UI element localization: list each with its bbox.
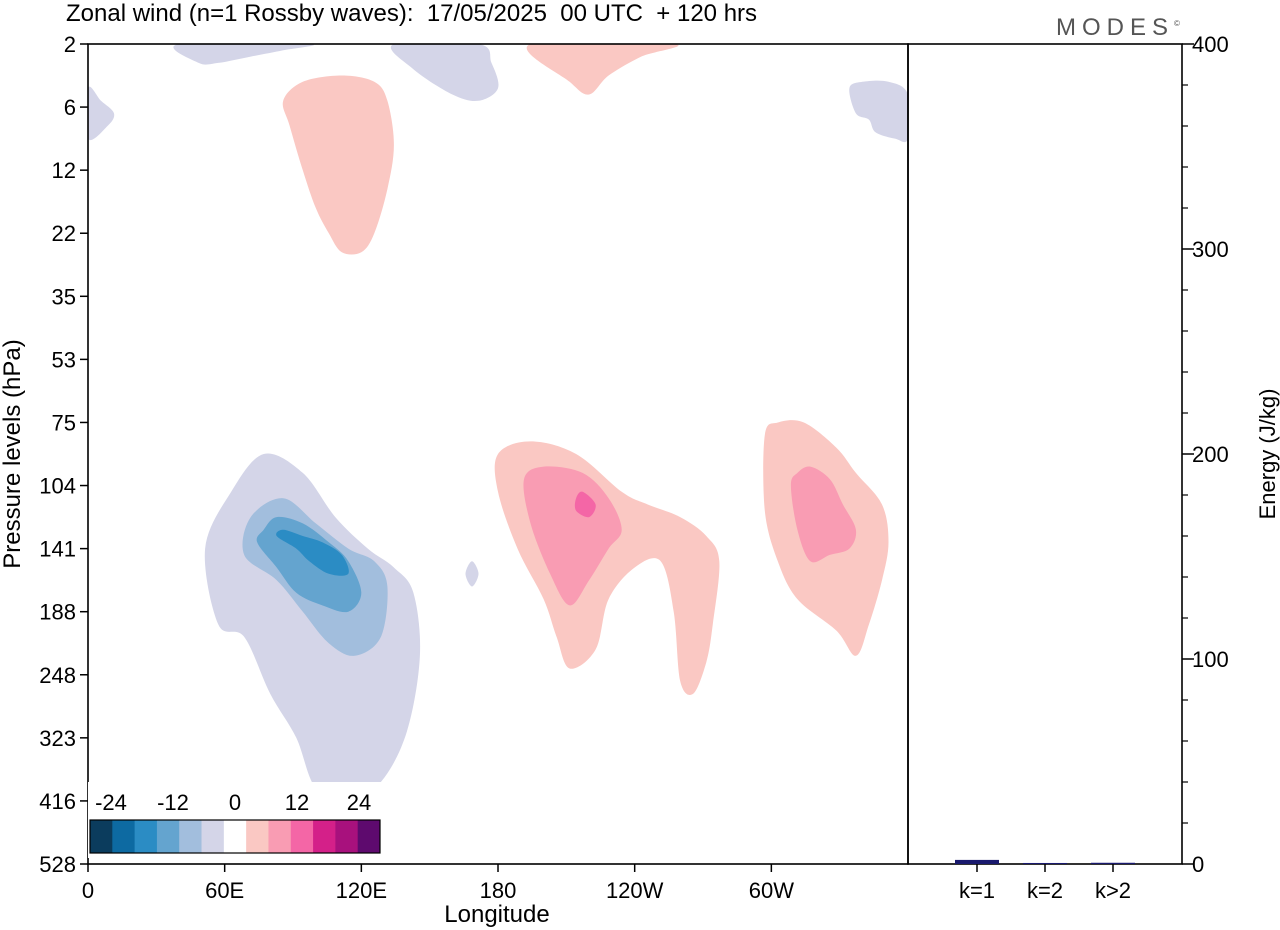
energy-tick-label: 200 xyxy=(1192,442,1229,467)
y-tick-label: 35 xyxy=(52,284,76,309)
y-tick-label: 188 xyxy=(39,600,76,625)
y-tick-label: 75 xyxy=(52,410,76,435)
contour-neg-west-core xyxy=(276,529,349,576)
energy-category-labels: k=1 k=2 k>2 xyxy=(959,864,1131,903)
brand-name: MODES xyxy=(1056,14,1175,41)
x-tick-label: 120E xyxy=(336,878,387,903)
energy-bar xyxy=(1091,862,1135,864)
colorbar-swatch xyxy=(112,820,136,853)
contour-layer xyxy=(88,44,908,802)
y-tick-label: 12 xyxy=(52,158,76,183)
x-tick-label: 0 xyxy=(82,878,94,903)
y-tick-label: 53 xyxy=(52,347,76,372)
y-tick-label: 248 xyxy=(39,663,76,688)
x-axis-label: Longitude xyxy=(444,901,549,928)
contour-neg-west-large xyxy=(204,453,421,802)
energy-bars xyxy=(955,859,1135,864)
contour-neg-west-inner xyxy=(256,516,362,613)
contour-pos-east-inner xyxy=(790,466,857,563)
x-tick-label: 120W xyxy=(606,878,664,903)
energy-axis-ticks: 0 100 200 300 400 xyxy=(1182,32,1229,877)
brand-mark: © xyxy=(1174,19,1180,28)
colorbar-swatch xyxy=(90,820,113,853)
brand-logo: MODES© xyxy=(1056,10,1180,42)
colorbar: -24 -12 0 12 24 xyxy=(88,782,383,858)
x-tick-label: 180 xyxy=(480,878,517,903)
colorbar-swatch xyxy=(156,820,180,853)
y-axis-ticks: 2 6 12 22 35 53 75 104 141 188 248 323 416 528 xyxy=(39,32,88,877)
colorbar-swatch xyxy=(290,820,314,853)
energy-axis-label: Energy (J/kg) xyxy=(1255,389,1280,520)
colorbar-frame xyxy=(89,819,381,854)
colorbar-label: -24 xyxy=(95,790,127,815)
colorbar-swatch xyxy=(246,820,269,853)
energy-tick-label: 400 xyxy=(1192,32,1229,57)
colorbar-swatch xyxy=(268,820,292,853)
y-tick-label: 2 xyxy=(64,32,76,57)
y-tick-label: 104 xyxy=(39,474,76,499)
y-tick-label: 141 xyxy=(39,537,76,562)
colorbar-swatch xyxy=(179,820,202,853)
colorbar-swatch xyxy=(357,820,381,853)
y-tick-label: 323 xyxy=(39,726,76,751)
colorbar-swatches xyxy=(89,819,381,854)
category-label: k=2 xyxy=(1027,878,1063,903)
chart-title: Zonal wind (n=1 Rossby waves): 17/05/202… xyxy=(66,0,758,27)
contour-pos-upper-center xyxy=(282,75,394,255)
contour-pos-top-right xyxy=(526,44,679,95)
energy-bar xyxy=(955,859,999,864)
category-label: k=1 xyxy=(959,878,995,903)
energy-panel-frame xyxy=(907,43,1183,865)
colorbar-label: 12 xyxy=(285,790,309,815)
contour-neg-top-mid xyxy=(390,44,499,102)
colorbar-label: -12 xyxy=(157,790,189,815)
category-label: k>2 xyxy=(1095,878,1131,903)
energy-tick-label: 100 xyxy=(1192,647,1229,672)
y-axis-label: Pressure levels (hPa) xyxy=(0,339,26,568)
contour-neg-top-left xyxy=(173,44,314,65)
colorbar-swatch xyxy=(223,820,247,853)
colorbar-swatch xyxy=(134,820,158,853)
y-tick-label: 22 xyxy=(52,221,76,246)
energy-tick-label: 0 xyxy=(1192,852,1204,877)
x-axis-ticks: 0 60E 120E 180 120W 60W xyxy=(82,864,794,903)
contour-pos-mid-core xyxy=(574,491,596,518)
y-tick-label: 528 xyxy=(39,852,76,877)
energy-tick-label: 300 xyxy=(1192,237,1229,262)
contour-neg-far-west xyxy=(88,86,115,141)
contour-pos-mid-inner xyxy=(523,466,622,606)
colorbar-swatch xyxy=(201,820,225,853)
y-tick-label: 6 xyxy=(64,95,76,120)
x-tick-label: 60W xyxy=(749,878,794,903)
colorbar-swatch xyxy=(313,820,336,853)
y-tick-label: 416 xyxy=(39,789,76,814)
contour-neg-far-east xyxy=(849,80,908,143)
energy-bar xyxy=(1023,862,1067,864)
colorbar-label: 24 xyxy=(347,790,371,815)
colorbar-labels: -24 -12 0 12 24 xyxy=(95,790,371,815)
contour-neg-small-mid xyxy=(465,561,479,587)
colorbar-swatch xyxy=(335,820,359,853)
x-tick-label: 60E xyxy=(205,878,244,903)
colorbar-label: 0 xyxy=(229,790,241,815)
